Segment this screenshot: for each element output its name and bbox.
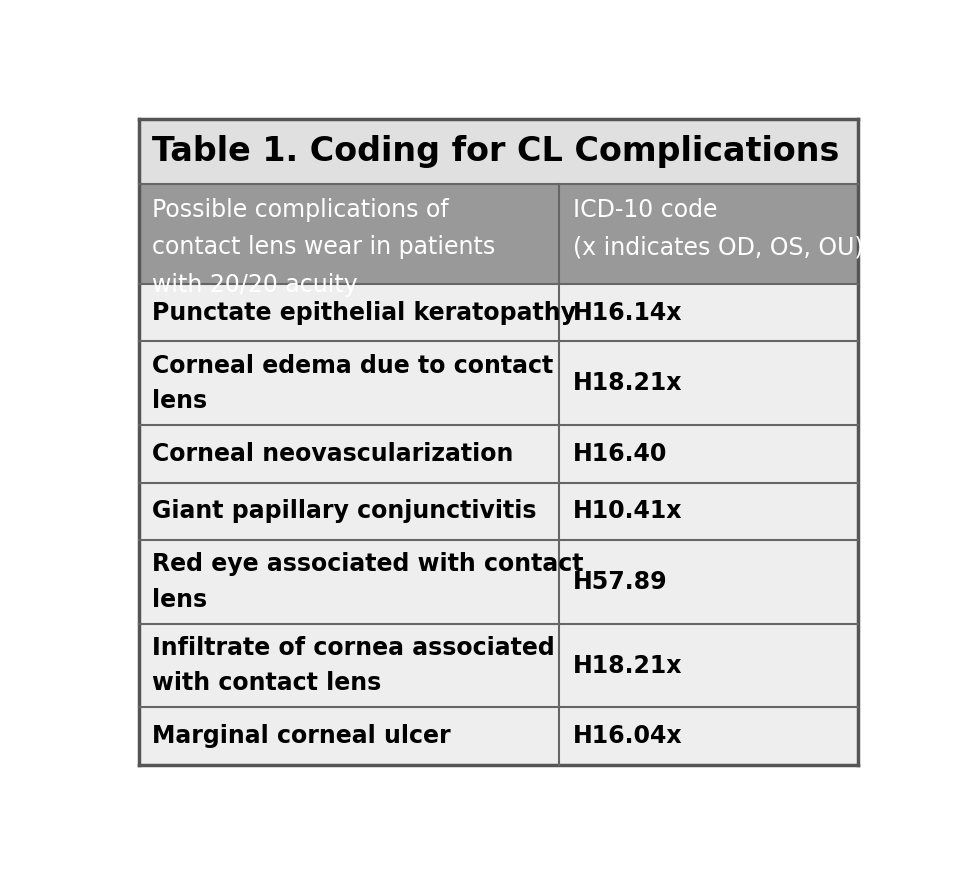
Text: H10.41x: H10.41x: [573, 500, 682, 523]
Bar: [559, 624, 857, 708]
Bar: [139, 119, 857, 185]
Text: H18.21x: H18.21x: [573, 654, 682, 677]
Text: Infiltrate of cornea associated
with contact lens: Infiltrate of cornea associated with con…: [153, 636, 555, 696]
Bar: [559, 341, 857, 425]
Bar: [139, 341, 559, 425]
Bar: [139, 624, 559, 708]
Bar: [559, 185, 857, 284]
Text: Marginal corneal ulcer: Marginal corneal ulcer: [153, 724, 451, 748]
Bar: [139, 708, 559, 765]
Text: H16.14x: H16.14x: [573, 301, 682, 325]
Text: H57.89: H57.89: [573, 570, 668, 594]
Bar: [139, 185, 559, 284]
Text: Table 1. Coding for CL Complications: Table 1. Coding for CL Complications: [153, 135, 840, 168]
Text: H18.21x: H18.21x: [573, 371, 682, 396]
Bar: [139, 284, 559, 341]
Text: Possible complications of
contact lens wear in patients
with 20/20 acuity: Possible complications of contact lens w…: [153, 198, 496, 297]
Bar: [139, 425, 559, 482]
Bar: [559, 708, 857, 765]
Bar: [139, 482, 559, 540]
Text: Red eye associated with contact
lens: Red eye associated with contact lens: [153, 552, 584, 612]
Text: Corneal neovascularization: Corneal neovascularization: [153, 442, 514, 466]
Text: Corneal edema due to contact
lens: Corneal edema due to contact lens: [153, 354, 554, 413]
Text: Giant papillary conjunctivitis: Giant papillary conjunctivitis: [153, 500, 537, 523]
Bar: [559, 540, 857, 624]
Text: H16.04x: H16.04x: [573, 724, 683, 748]
Text: Punctate epithelial keratopathy: Punctate epithelial keratopathy: [153, 301, 576, 325]
Text: H16.40: H16.40: [573, 442, 668, 466]
Bar: [559, 425, 857, 482]
Bar: [139, 540, 559, 624]
Bar: [559, 482, 857, 540]
Bar: [559, 284, 857, 341]
Text: ICD-10 code
(x indicates OD, OS, OU): ICD-10 code (x indicates OD, OS, OU): [573, 198, 864, 259]
